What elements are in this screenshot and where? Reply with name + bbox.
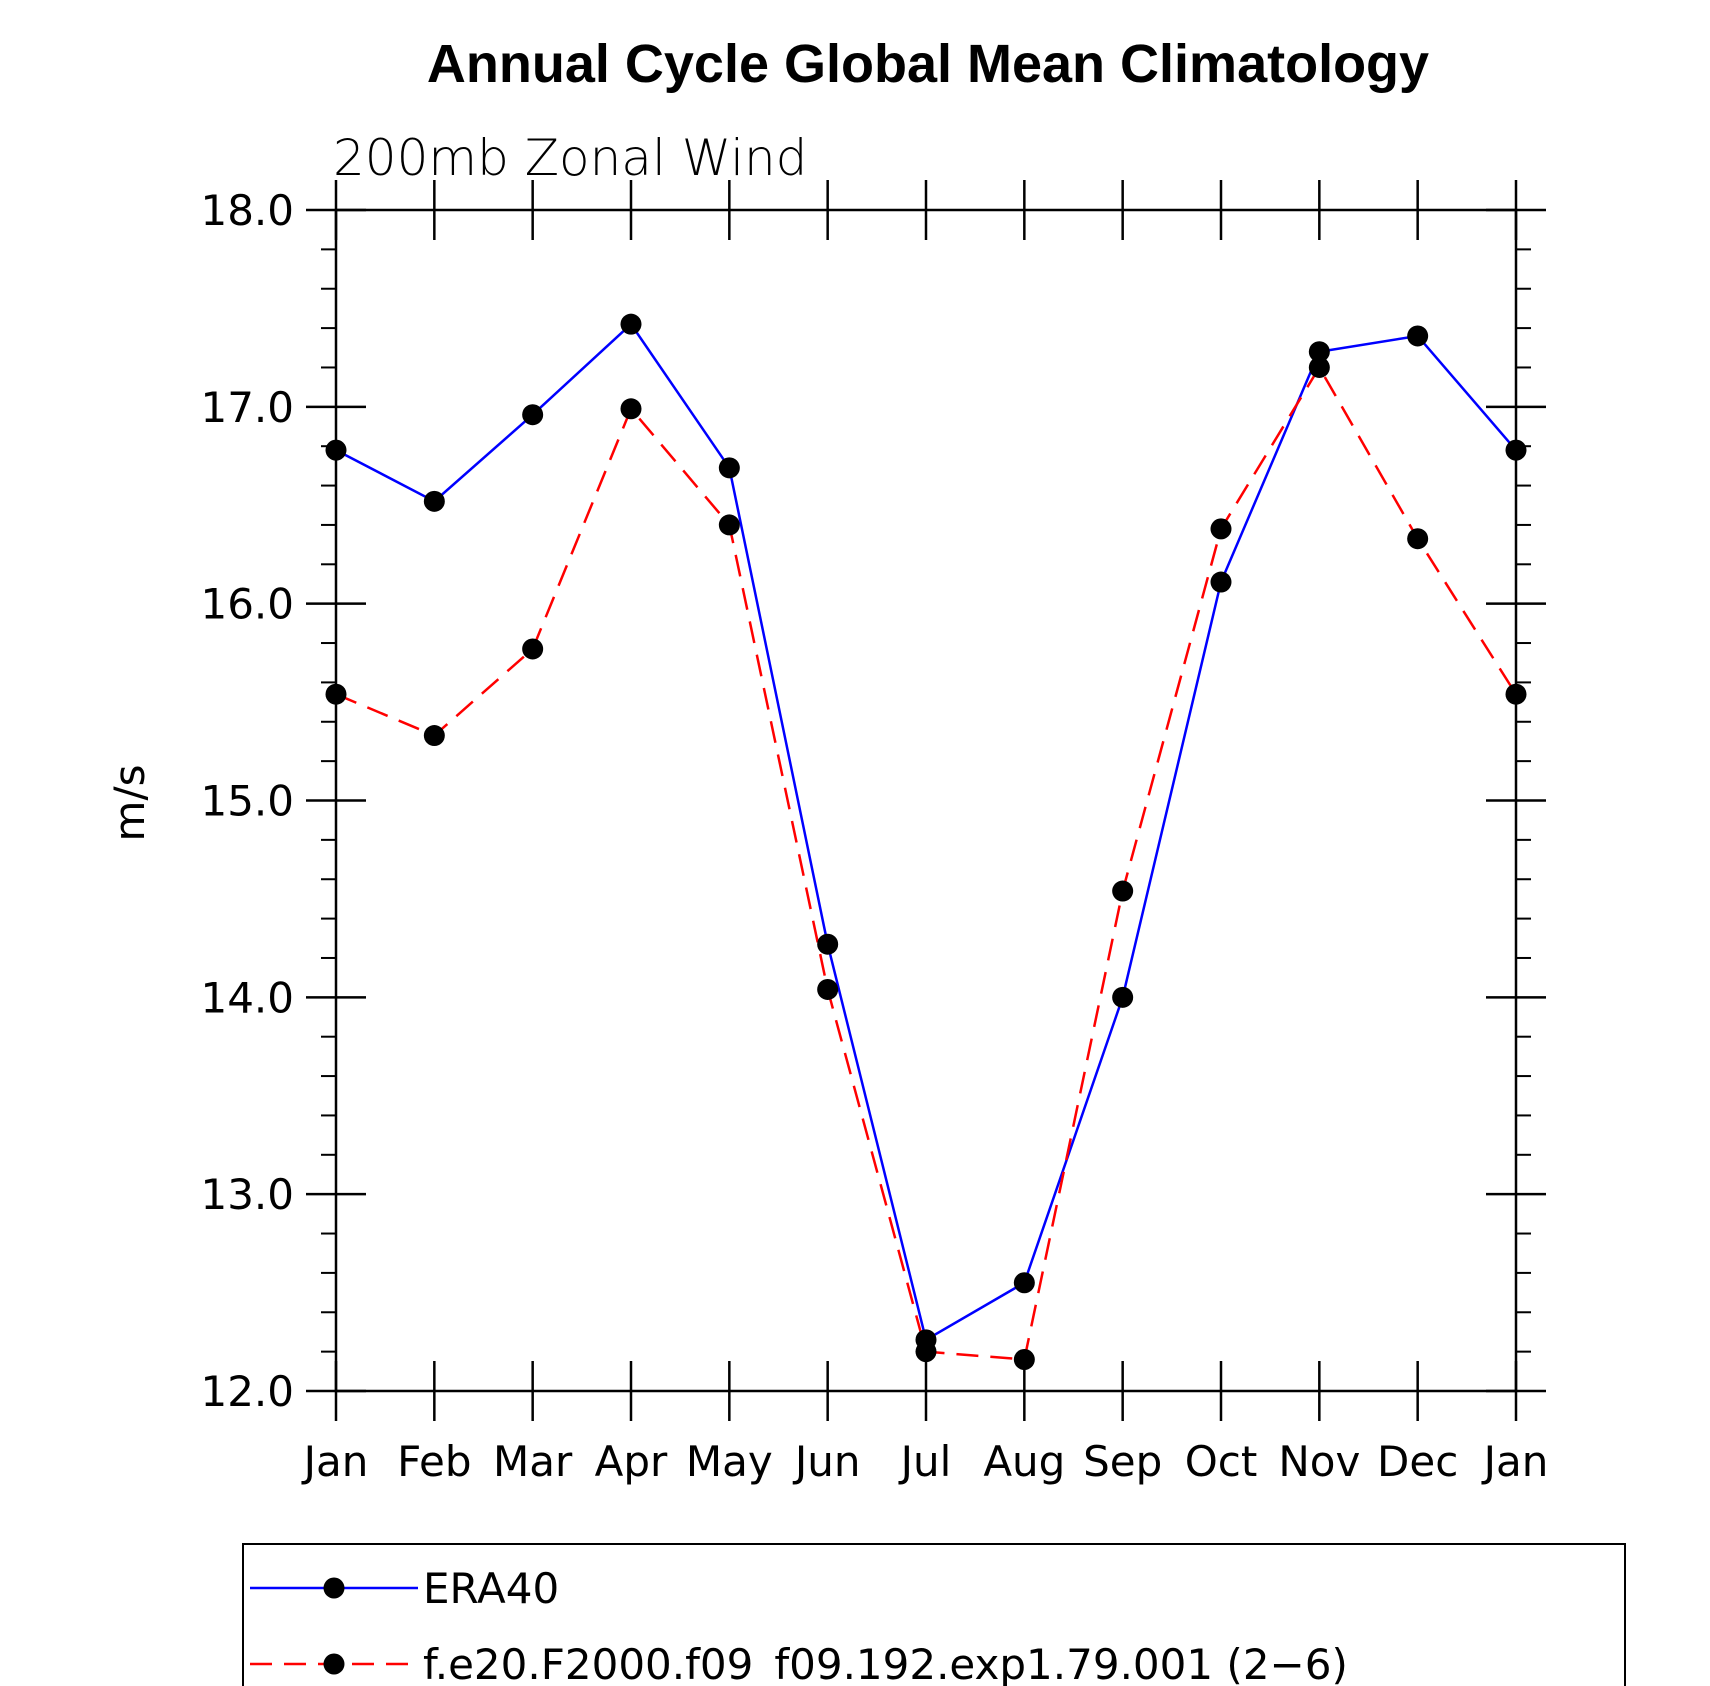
series-2-point bbox=[1112, 880, 1134, 902]
series-2-point bbox=[423, 725, 445, 747]
x-tick-label: Jul bbox=[898, 1437, 952, 1486]
series-2-point bbox=[620, 398, 642, 420]
series-1-point bbox=[1210, 571, 1232, 593]
series-1-point bbox=[423, 490, 445, 512]
chart-title: Annual Cycle Global Mean Climatology bbox=[427, 34, 1429, 94]
series-2-point bbox=[1210, 518, 1232, 540]
x-tick-label: Jan bbox=[301, 1437, 369, 1486]
series-1-point bbox=[1112, 986, 1134, 1008]
y-tick-label: 17.0 bbox=[200, 383, 294, 432]
y-tick-label: 14.0 bbox=[200, 973, 294, 1022]
series-1-point bbox=[1505, 439, 1527, 461]
x-tick-label: Feb bbox=[397, 1437, 471, 1486]
y-axis-label: m/s bbox=[105, 765, 154, 842]
x-tick-label: Nov bbox=[1278, 1437, 1360, 1486]
x-tick-label: Mar bbox=[493, 1437, 573, 1486]
series-line-2 bbox=[335, 365, 1518, 1361]
x-tick-label: Sep bbox=[1083, 1437, 1162, 1486]
series-1-point bbox=[522, 404, 544, 426]
legend: ERA40 f.e20.F2000.f09_f09.192.exp1.79.001… bbox=[242, 1543, 1626, 1686]
series-1-point bbox=[620, 313, 642, 335]
series-2-point bbox=[1505, 683, 1527, 705]
series-2-point bbox=[1013, 1349, 1035, 1371]
x-tick-label: May bbox=[686, 1437, 773, 1486]
series-2-point bbox=[522, 638, 544, 660]
legend-box bbox=[242, 1543, 1626, 1686]
y-tick-label: 15.0 bbox=[200, 777, 294, 826]
x-tick-label: Apr bbox=[595, 1437, 668, 1486]
series-2-point bbox=[1308, 356, 1330, 378]
series-1-point bbox=[1308, 341, 1330, 363]
series-1-point bbox=[1407, 325, 1429, 347]
legend-marker-2 bbox=[323, 1653, 345, 1675]
series-2-point bbox=[325, 683, 347, 705]
series-2-point bbox=[718, 514, 740, 536]
legend-label-2: f.e20.F2000.f09_f09.192.exp1.79.001 (2−6… bbox=[423, 1640, 1348, 1686]
series-1-point bbox=[1013, 1272, 1035, 1294]
series-2-point bbox=[915, 1341, 937, 1363]
series-line-1 bbox=[335, 322, 1517, 1342]
x-tick-label: Jun bbox=[792, 1437, 861, 1486]
plot-area: 12.0 13.0 14.0 15.0 16.0 17.0 18.0 Jan Feb Mar Apr… bbox=[200, 180, 1548, 1486]
plot-frame bbox=[334, 208, 1518, 1393]
legend-marker-1 bbox=[323, 1577, 345, 1599]
legend-label-1: ERA40 bbox=[423, 1564, 559, 1613]
y-tick-label: 18.0 bbox=[200, 186, 294, 235]
y-tick-label: 13.0 bbox=[200, 1170, 294, 1219]
series-1-point bbox=[718, 457, 740, 479]
series-1-point bbox=[325, 439, 347, 461]
y-tick-label: 12.0 bbox=[200, 1367, 294, 1416]
y-tick-label: 16.0 bbox=[200, 580, 294, 629]
x-tick-label: Oct bbox=[1185, 1437, 1258, 1486]
x-tick-label: Jan bbox=[1481, 1437, 1549, 1486]
x-tick-label: Dec bbox=[1377, 1437, 1458, 1486]
chart-subtitle: 200mb Zonal Wind bbox=[333, 129, 807, 187]
x-tick-label: Aug bbox=[983, 1437, 1065, 1486]
series-2-point bbox=[817, 978, 839, 1000]
series-2-point bbox=[1407, 528, 1429, 550]
series-1-point bbox=[817, 933, 839, 955]
